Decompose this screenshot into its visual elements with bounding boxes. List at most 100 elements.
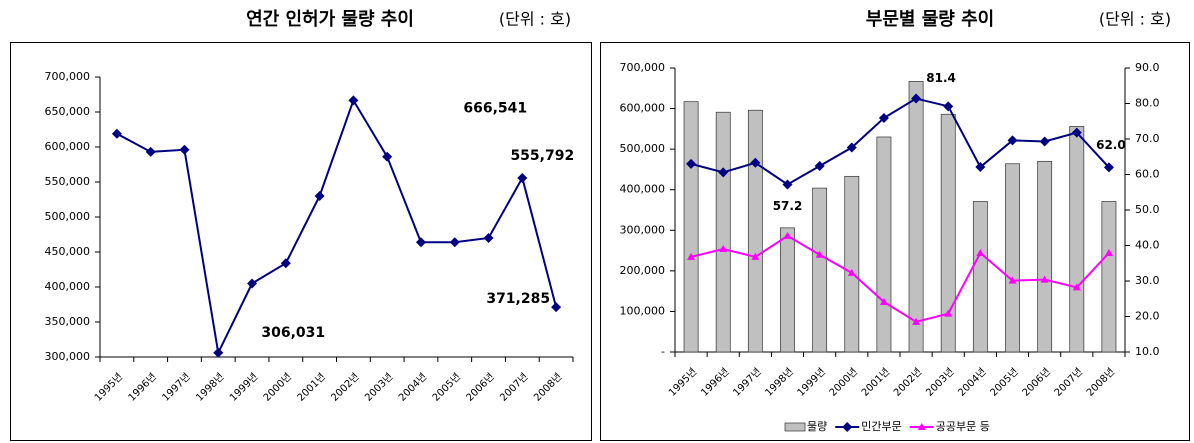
bar	[844, 175, 860, 353]
x-tick-label: 2006년	[464, 371, 497, 404]
x-tick-label: 1998년	[194, 371, 227, 404]
legend-marker	[842, 422, 853, 432]
marker	[782, 179, 793, 190]
y-tick-label: 650,000	[45, 105, 91, 118]
marker	[348, 95, 359, 106]
data-label: 62.0	[1096, 138, 1126, 152]
marker	[415, 237, 426, 248]
data-label: 81.4	[926, 71, 956, 85]
y2-tick-label: 80.0	[1135, 97, 1160, 110]
frame	[600, 42, 1190, 441]
y2-tick-label: 30.0	[1135, 274, 1160, 287]
bar	[940, 113, 956, 353]
legend-swatch	[784, 422, 806, 432]
y-tick-label: 500,000	[620, 142, 666, 155]
bar	[908, 81, 924, 353]
y2-tick-label: 10.0	[1135, 345, 1160, 358]
bar	[1005, 163, 1020, 353]
marker	[1103, 162, 1114, 173]
y-tick-label: 350,000	[45, 315, 91, 328]
x-tick-label: 2000년	[827, 366, 860, 399]
x-tick-label: 1996년	[698, 366, 731, 399]
y2-tick-label: 40.0	[1135, 239, 1160, 252]
y2-tick-label: 70.0	[1135, 132, 1160, 145]
x-tick-label: 2008년	[531, 371, 564, 404]
x-tick-label: 1997년	[160, 371, 193, 404]
marker	[213, 347, 224, 358]
x-tick-label: 1996년	[126, 371, 159, 404]
marker	[878, 113, 889, 124]
bar	[1101, 201, 1117, 353]
marker	[976, 248, 985, 256]
marker	[1039, 136, 1050, 147]
x-tick-label: 2005년	[430, 371, 463, 404]
chart-subtitle: (단위 : 호)	[499, 10, 571, 29]
x-tick-label: 2003년	[923, 366, 956, 399]
marker	[449, 237, 460, 248]
marker	[750, 157, 761, 168]
y-tick-label: 450,000	[45, 245, 91, 258]
y-tick-label: 700,000	[620, 61, 666, 74]
marker	[719, 245, 728, 253]
x-tick-label: 2001년	[859, 366, 892, 399]
y-tick-label: 600,000	[45, 140, 91, 153]
marker	[1071, 127, 1082, 138]
marker	[975, 162, 986, 173]
y-tick-label: 300,000	[620, 223, 666, 236]
marker	[944, 309, 953, 317]
marker	[517, 172, 528, 183]
y-tick-label: 550,000	[45, 175, 91, 188]
marker	[814, 160, 825, 171]
x-tick-label: 1999년	[227, 371, 260, 404]
x-tick-label: 2002년	[891, 366, 924, 399]
chart-title: 연간 인허가 물량 추이	[246, 9, 414, 30]
marker	[912, 317, 921, 325]
marker	[911, 93, 922, 104]
marker	[1072, 283, 1081, 291]
marker	[280, 258, 291, 269]
x-tick-label: 2005년	[988, 366, 1021, 399]
legend-label: 공공부문 등	[936, 420, 990, 433]
marker	[483, 233, 494, 243]
bar	[683, 101, 699, 353]
marker	[687, 252, 696, 260]
x-tick-label: 2004년	[396, 371, 429, 404]
marker	[751, 252, 760, 260]
y-tick-label: 500,000	[45, 210, 91, 223]
marker	[686, 158, 697, 169]
x-tick-label: 2003년	[362, 371, 395, 404]
y2-tick-label: 20.0	[1135, 310, 1160, 323]
frame	[10, 42, 592, 441]
legend-label: 물량	[807, 420, 827, 433]
y2-tick-label: 50.0	[1135, 203, 1160, 216]
data-label: 666,541	[463, 100, 527, 116]
marker	[551, 302, 562, 313]
data-label: 57.2	[773, 199, 803, 213]
x-tick-label: 1997년	[731, 366, 764, 399]
x-tick-label: 2000년	[261, 371, 294, 404]
legend-marker	[917, 423, 926, 430]
x-tick-label: 1998년	[763, 366, 796, 399]
data-label: 555,792	[510, 148, 574, 164]
bar	[747, 109, 763, 353]
marker	[179, 144, 190, 155]
bar	[876, 136, 892, 353]
x-tick-label: 2006년	[1020, 366, 1053, 399]
y-tick-label: 400,000	[45, 280, 91, 293]
x-tick-label: 1995년	[666, 366, 699, 399]
x-tick-label: 1995년	[92, 371, 125, 404]
chart-subtitle: (단위 : 호)	[1099, 10, 1171, 29]
marker	[1008, 276, 1017, 284]
marker	[815, 250, 824, 258]
marker	[1007, 135, 1018, 146]
marker	[145, 146, 156, 157]
y-tick-label: 700,000	[45, 70, 91, 83]
x-tick-label: 2007년	[1052, 366, 1085, 399]
x-tick-label: 2002년	[329, 371, 362, 404]
x-tick-label: 2007년	[498, 371, 531, 404]
marker	[718, 167, 729, 178]
marker	[847, 268, 856, 276]
data-label: 306,031	[261, 325, 325, 341]
data-label: 371,285	[486, 291, 550, 307]
